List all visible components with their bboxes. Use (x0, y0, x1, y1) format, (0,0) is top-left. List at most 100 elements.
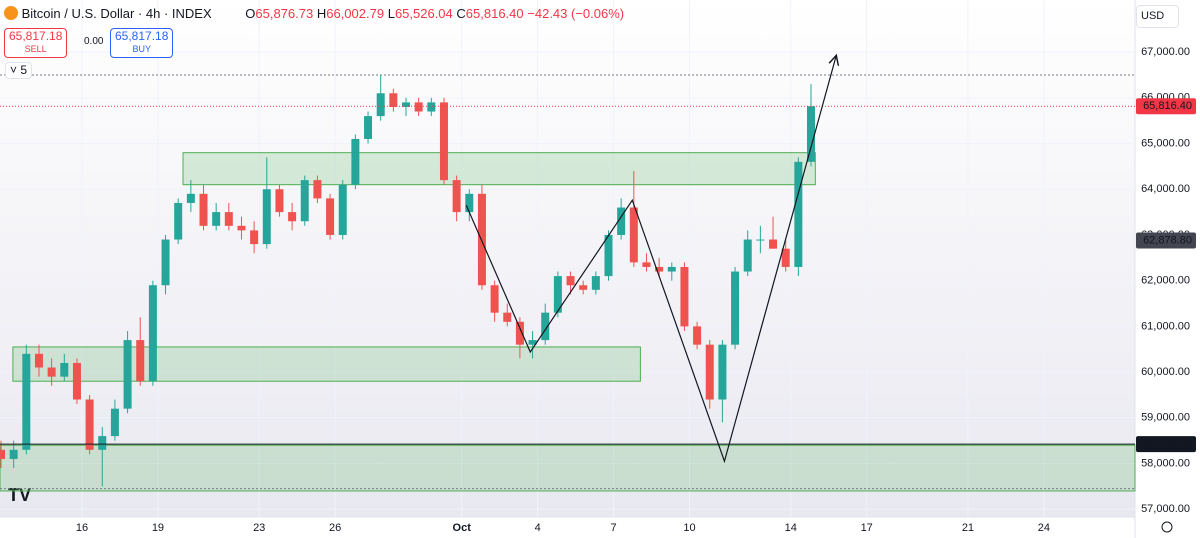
candle-body (22, 353, 31, 450)
candle-body (402, 102, 411, 107)
x-tick-label: 7 (611, 522, 617, 534)
candle-body (275, 189, 284, 213)
candle-body (604, 234, 613, 277)
buy-price: 65,817.18 (115, 29, 169, 43)
buy-button[interactable]: 65,817.18 BUY (110, 28, 174, 58)
change: −42.43 (−0.06%) (527, 6, 625, 21)
candle-body (807, 106, 816, 162)
coin-icon (4, 6, 18, 20)
ohlc-value: 65,526.04 (394, 6, 453, 21)
x-tick-label: 10 (683, 522, 695, 534)
candle-body (338, 184, 347, 235)
y-tick-label: 61,000.00 (1141, 320, 1190, 332)
zone (12, 346, 641, 382)
candle-body (0, 449, 6, 459)
candle-body (427, 102, 436, 112)
sell-label: SELL (24, 44, 47, 54)
interval: 5 (20, 63, 28, 77)
candle-body (566, 276, 575, 286)
pattern-line (465, 55, 836, 464)
candle-body (85, 399, 94, 450)
candle-body (642, 262, 651, 267)
y-tick-label: 59,000.00 (1141, 412, 1190, 424)
candle-body (60, 362, 69, 377)
currency-select[interactable]: USD (1136, 5, 1180, 28)
candle-body (313, 180, 322, 199)
candle-body (452, 180, 461, 213)
candle-body (693, 326, 702, 345)
candle-body (136, 340, 145, 382)
candle-body (553, 276, 562, 313)
candle-body (110, 408, 119, 437)
candle-body (541, 312, 550, 341)
ohlc-key: L (387, 6, 395, 21)
x-tick-label: 24 (1038, 522, 1050, 534)
price-label-bg (1136, 232, 1196, 249)
ohlc-value: 65,816.40 (465, 6, 524, 21)
y-tick-label: 58,000.00 (1141, 457, 1190, 469)
price-label: 65,816.40 (1143, 100, 1192, 112)
ohlc-key: O (245, 6, 256, 21)
candle-body (743, 239, 752, 272)
candle-body (680, 266, 689, 327)
ohlc-value: 66,002.79 (326, 6, 385, 21)
candle-body (705, 344, 714, 400)
candle-body (503, 312, 512, 322)
candle-body (250, 230, 259, 245)
y-tick-label: 64,000.00 (1141, 183, 1190, 195)
candle-body (756, 239, 765, 241)
candle-body (47, 367, 56, 377)
header: Bitcoin / U.S. Dollar · 4h · INDEX O65,8… (4, 6, 624, 21)
price-label-bg (1136, 98, 1196, 115)
candle-body (237, 225, 246, 231)
y-tick-label: 57,000.00 (1141, 503, 1190, 515)
candle-body (629, 207, 638, 263)
candle-body (655, 266, 664, 272)
candle-body (718, 344, 727, 400)
x-tick-label: 23 (253, 522, 265, 534)
candle-body (98, 436, 107, 450)
candle-body (528, 340, 537, 345)
candle-body (9, 449, 18, 459)
x-tick-label: Oct (453, 522, 472, 534)
candle-body (465, 193, 474, 213)
plot-layer (0, 0, 1136, 517)
candle-body (579, 285, 588, 290)
y-tick-label: 62,000.00 (1141, 275, 1190, 287)
settings-icon[interactable] (1161, 521, 1173, 533)
x-tick-label: 17 (861, 522, 873, 534)
indicator-toggle[interactable]: ˅ 5 (5, 62, 33, 79)
candle-body (515, 321, 524, 345)
x-tick-label: 14 (785, 522, 797, 534)
candle-body (667, 266, 676, 272)
sell-price: 65,817.18 (9, 29, 63, 43)
x-tick-label: 19 (152, 522, 164, 534)
x-tick-label: 26 (329, 522, 341, 534)
candle-body (477, 193, 486, 286)
candle-body (439, 102, 448, 181)
candle-body (326, 198, 335, 235)
candle-body (288, 212, 297, 222)
spread: 0.00 (84, 36, 104, 47)
ohlc-key: C (456, 6, 466, 21)
price-label-bg (1136, 436, 1196, 453)
candle-body (186, 193, 195, 203)
sell-button[interactable]: 65,817.18 SELL (4, 28, 68, 58)
candle-body (794, 161, 803, 267)
buy-label: BUY (132, 44, 151, 54)
price-label: 62,878.80 (1143, 234, 1192, 246)
candle-body (591, 276, 600, 290)
candle-body (490, 285, 499, 313)
ohlc-value: 65,876.73 (255, 6, 314, 21)
logo: TV (8, 485, 31, 505)
candle-body (376, 93, 385, 117)
candle-body (731, 271, 740, 345)
candle-body (300, 180, 309, 222)
candle-body (351, 138, 360, 185)
symbol[interactable]: Bitcoin / U.S. Dollar · 4h · INDEX (21, 6, 212, 21)
candle-body (769, 239, 778, 249)
zone (0, 444, 1136, 492)
candle-body (212, 212, 221, 226)
candle-body (364, 116, 373, 139)
